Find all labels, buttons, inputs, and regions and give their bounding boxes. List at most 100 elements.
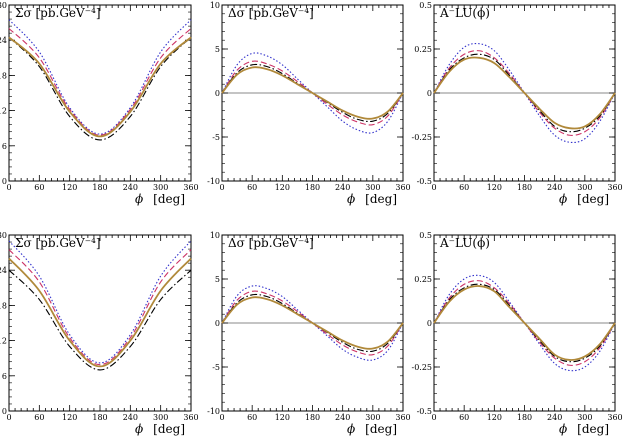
y-tick-label: 18 xyxy=(0,71,7,80)
x-tick-label: 180 xyxy=(92,183,107,192)
x-axis-unit: [deg] xyxy=(577,422,609,436)
series-line-4 xyxy=(433,56,616,130)
x-tick-label: 180 xyxy=(517,413,532,422)
panel-title: Σσ [pb.GeV⁻⁴] xyxy=(15,236,101,250)
x-tick-label: 240 xyxy=(123,413,138,422)
y-tick-label: -5 xyxy=(212,363,220,372)
y-tick-label: -5 xyxy=(212,133,220,142)
x-axis-unit: [deg] xyxy=(365,192,397,206)
y-tick-label: 24 xyxy=(0,36,7,45)
panel-title: A⁻LU(ϕ) xyxy=(439,6,490,20)
y-tick-label: 6 xyxy=(2,372,7,381)
x-tick-label: 300 xyxy=(577,183,592,192)
x-axis-label: ϕ [deg] xyxy=(347,422,397,436)
x-axis-unit: [deg] xyxy=(153,192,185,206)
x-axis-label: ϕ [deg] xyxy=(135,422,185,436)
y-tick-label: 0 xyxy=(215,89,220,98)
x-tick-label: 120 xyxy=(62,413,77,422)
chart-panel-1: 0 60 120 180 240 300 360 0 6 12 18 24 30 Σσ [pb.GeV⁻⁴… xyxy=(0,1,199,206)
panel-title: Δσ [pb.GeV⁻⁴] xyxy=(228,6,314,20)
x-tick-label: 60 xyxy=(459,413,469,422)
series-line-3 xyxy=(8,36,192,141)
x-tick-label: 240 xyxy=(547,413,562,422)
x-axis-label: ϕ [deg] xyxy=(559,422,609,436)
x-tick-label: 240 xyxy=(123,183,138,192)
y-tick-label: -0.5 xyxy=(417,407,432,416)
y-tick-label: 0.5 xyxy=(419,231,432,240)
series-line-2 xyxy=(221,60,404,126)
x-tick-label: 120 xyxy=(275,183,290,192)
x-tick-label: 120 xyxy=(62,183,77,192)
series-line-4 xyxy=(221,296,404,350)
x-tick-label: 0 xyxy=(219,413,224,422)
y-tick-label: -10 xyxy=(207,407,220,416)
x-axis-label: ϕ [deg] xyxy=(347,192,397,206)
series-line-4 xyxy=(8,36,192,138)
plot-frame xyxy=(8,234,192,412)
y-tick-label: 0 xyxy=(2,177,7,186)
y-tick-label: 0.25 xyxy=(414,45,432,54)
y-tick-label: -0.25 xyxy=(411,133,432,142)
y-tick-label: 0.25 xyxy=(414,275,432,284)
x-tick-label: 180 xyxy=(92,413,107,422)
x-tick-label: 120 xyxy=(275,413,290,422)
x-tick-label: 360 xyxy=(395,183,410,192)
x-axis-symbol: ϕ xyxy=(559,192,567,206)
x-tick-label: 300 xyxy=(153,183,168,192)
y-tick-label: 10 xyxy=(210,1,220,10)
x-tick-label: 0 xyxy=(219,183,224,192)
x-tick-label: 360 xyxy=(395,413,410,422)
y-tick-label: -0.25 xyxy=(411,363,432,372)
y-tick-label: 5 xyxy=(215,45,220,54)
x-tick-label: 120 xyxy=(487,413,502,422)
x-tick-label: 300 xyxy=(577,413,592,422)
x-tick-label: 240 xyxy=(547,183,562,192)
y-tick-label: 0 xyxy=(2,407,7,416)
x-tick-label: 0 xyxy=(431,183,436,192)
x-tick-label: 180 xyxy=(517,183,532,192)
chart-panel-5: 0 60 120 180 240 300 360 -10 -5 0 5 10 Δσ [pb.GeV⁻⁴]… xyxy=(207,231,411,436)
y-tick-label: 5 xyxy=(215,275,220,284)
x-tick-label: 300 xyxy=(365,183,380,192)
y-tick-label: -10 xyxy=(207,177,220,186)
x-axis-unit: [deg] xyxy=(577,192,609,206)
series-line-3 xyxy=(8,269,192,371)
series-line-1 xyxy=(8,19,192,135)
x-axis-label: ϕ [deg] xyxy=(559,192,609,206)
x-tick-label: 360 xyxy=(183,183,198,192)
x-tick-label: 300 xyxy=(153,413,168,422)
x-tick-label: 180 xyxy=(305,183,320,192)
x-axis-symbol: ϕ xyxy=(135,192,143,206)
x-tick-label: 120 xyxy=(487,183,502,192)
x-tick-label: 360 xyxy=(607,183,622,192)
chart-panel-2: 0 60 120 180 240 300 360 -10 -5 0 5 10 Δσ [pb.GeV⁻⁴]… xyxy=(207,1,411,206)
x-tick-label: 180 xyxy=(305,413,320,422)
y-tick-label: 0 xyxy=(427,89,432,98)
y-tick-label: 6 xyxy=(2,142,7,151)
y-tick-label: 10 xyxy=(210,231,220,240)
series-line-4 xyxy=(221,66,404,120)
x-tick-label: 240 xyxy=(335,413,350,422)
x-tick-label: 0 xyxy=(6,413,11,422)
x-axis-unit: [deg] xyxy=(365,422,397,436)
chart-panel-6: 0 60 120 180 240 300 360 -0.5 -0.25 0 0.25 0.5 A⁻LU(… xyxy=(411,231,622,436)
x-tick-label: 240 xyxy=(335,183,350,192)
chart-panel-3: 0 60 120 180 240 300 360 -0.5 -0.25 0 0.25 0.5 A⁻LU(… xyxy=(411,1,622,206)
x-axis-symbol: ϕ xyxy=(347,192,355,206)
series-line-4 xyxy=(433,285,616,361)
y-tick-label: 12 xyxy=(0,107,7,116)
y-tick-label: 18 xyxy=(0,301,7,310)
chart-panel-4: 0 60 120 180 240 300 360 0 6 12 18 24 30 Σσ [pb.GeV⁻⁴… xyxy=(0,231,199,436)
x-tick-label: 60 xyxy=(34,183,44,192)
y-tick-label: 0 xyxy=(427,319,432,328)
x-tick-label: 360 xyxy=(183,413,198,422)
x-tick-label: 60 xyxy=(247,183,257,192)
series-line-1 xyxy=(221,285,404,361)
y-tick-label: 0.5 xyxy=(419,1,432,10)
x-tick-label: 360 xyxy=(607,413,622,422)
series-line-1 xyxy=(221,52,404,134)
plot-frame xyxy=(8,4,192,182)
y-tick-label: 30 xyxy=(0,1,7,10)
x-tick-label: 60 xyxy=(247,413,257,422)
